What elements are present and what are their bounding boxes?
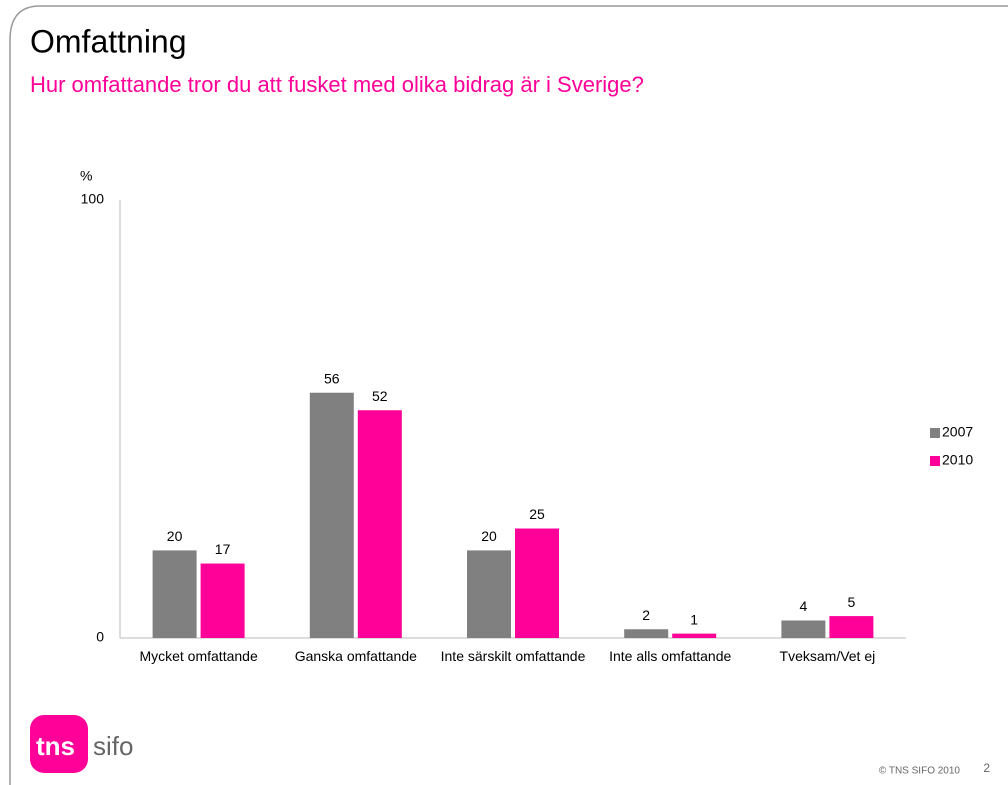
- legend-swatch: [930, 456, 940, 466]
- y-axis-label: %: [80, 168, 92, 184]
- logo-shape: [30, 715, 88, 773]
- data-label: 1: [690, 611, 698, 627]
- bar: [515, 528, 559, 638]
- logo-tns: tns: [36, 731, 75, 761]
- bar: [152, 550, 197, 638]
- x-tick-label: Tveksam/Vet ej: [779, 648, 876, 664]
- data-label: 20: [481, 528, 497, 544]
- bar: [624, 629, 669, 638]
- data-label: 2: [642, 607, 650, 623]
- bar: [309, 392, 354, 638]
- bar: [357, 410, 402, 638]
- data-label: 17: [215, 541, 231, 557]
- legend-label: 2010: [942, 452, 973, 468]
- data-label: 52: [372, 388, 388, 404]
- chart-subtitle: Hur omfattande tror du att fusket med ol…: [30, 72, 644, 97]
- legend-label: 2007: [942, 424, 973, 440]
- bar: [200, 563, 245, 638]
- x-tick-label: Inte särskilt omfattande: [440, 648, 586, 664]
- data-label: 25: [529, 506, 545, 522]
- x-tick-label: Mycket omfattande: [139, 648, 258, 664]
- data-label: 56: [324, 370, 340, 386]
- logo-sifo: sifo: [93, 731, 133, 761]
- bar: [781, 620, 826, 638]
- data-label: 20: [167, 528, 183, 544]
- x-tick-label: Ganska omfattande: [294, 648, 417, 664]
- x-tick-label: Inte alls omfattande: [609, 648, 732, 664]
- chart-title: Omfattning: [30, 23, 187, 59]
- page-number: 2: [983, 761, 990, 775]
- bar: [467, 550, 511, 638]
- data-label: 5: [848, 594, 856, 610]
- y-tick-label: 100: [81, 191, 105, 207]
- y-tick-label: 0: [96, 629, 104, 645]
- bar: [672, 633, 717, 638]
- bar: [829, 616, 874, 638]
- slide-border: [9, 5, 1008, 785]
- data-label: 4: [800, 598, 808, 614]
- legend-swatch: [930, 428, 940, 438]
- copyright: © TNS SIFO 2010: [879, 766, 961, 777]
